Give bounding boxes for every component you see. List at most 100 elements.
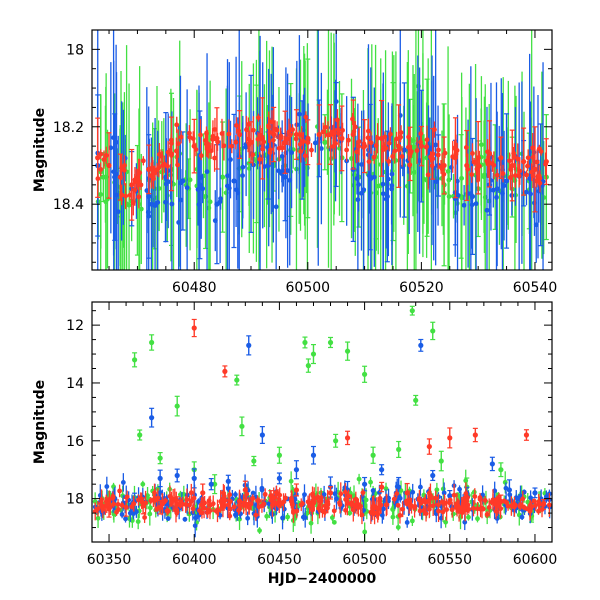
data-point [131,501,137,507]
data-point [293,467,300,473]
data-point [361,371,368,377]
data-point [503,178,510,184]
data-point [289,150,294,156]
data-point [327,339,334,346]
data-point [418,139,423,145]
data-point [439,166,445,172]
data-point [309,147,314,153]
data-point [316,131,322,138]
data-point [460,505,465,511]
data-point [340,127,345,133]
data-point [427,494,433,500]
data-point [323,124,328,130]
data-point [149,415,155,421]
data-point [359,162,365,167]
data-point [472,432,478,438]
data-point [212,218,218,224]
data-point [342,489,348,495]
data-point [114,192,119,198]
data-point [500,171,506,176]
data-point [305,363,311,369]
data-point [240,173,245,178]
data-point [270,137,276,143]
data-point [245,515,251,521]
data-point [494,194,499,200]
data-point [511,154,517,160]
data-point [95,155,101,161]
data-point [95,176,101,182]
data-point [173,497,179,503]
data-point [296,111,302,117]
data-point [267,150,273,156]
data-point [385,176,391,182]
data-point [404,520,410,525]
data-point [435,152,441,158]
data-point [231,178,237,184]
data-point [356,182,361,187]
data-point [383,502,389,508]
data-point [433,179,439,185]
data-point [355,197,361,203]
data-point [507,175,513,180]
data-point [381,143,387,149]
data-point [174,472,180,479]
data-point [119,502,125,508]
data-point [392,148,398,154]
data-point [147,505,153,511]
x-tick-label: 60520 [399,280,444,296]
data-point [331,519,337,525]
data-point [277,492,283,498]
data-point [430,328,436,334]
data-point [438,458,444,464]
data-point [250,152,256,158]
data-point [182,516,188,522]
top-panel-data [95,30,549,270]
data-point [400,164,406,170]
data-point [312,140,318,146]
data-point [331,130,337,136]
data-point [212,127,218,132]
data-point [354,149,360,155]
data-point [471,505,476,511]
data-point [465,166,471,172]
data-point [534,159,540,165]
data-point [433,142,439,148]
data-point [386,140,392,146]
data-point [366,173,372,179]
data-point [280,515,285,521]
data-point [234,123,239,128]
data-point [409,308,415,314]
data-point [466,507,472,512]
data-point [309,506,315,512]
data-point [477,496,483,502]
data-point [120,480,126,485]
data-point [356,476,362,482]
data-point [320,129,326,135]
data-point [391,496,397,502]
data-point [532,166,538,172]
data-point [208,481,214,487]
data-point [368,479,373,485]
data-point [321,492,327,497]
data-point [365,135,371,141]
data-point [459,195,465,201]
data-point [486,505,492,510]
data-point [372,510,377,516]
data-point [119,164,125,170]
data-point [119,192,125,198]
data-point [204,169,210,175]
data-point [187,134,193,140]
data-point [461,202,467,208]
data-point [484,512,490,517]
data-point [447,435,453,441]
data-point [250,490,256,496]
data-point [442,150,448,156]
data-point [255,136,261,142]
data-point [435,502,441,508]
data-point [475,506,480,512]
data-point [362,529,368,535]
data-point [239,423,245,429]
data-point [530,145,536,151]
data-point [219,501,225,507]
data-point [157,455,163,461]
